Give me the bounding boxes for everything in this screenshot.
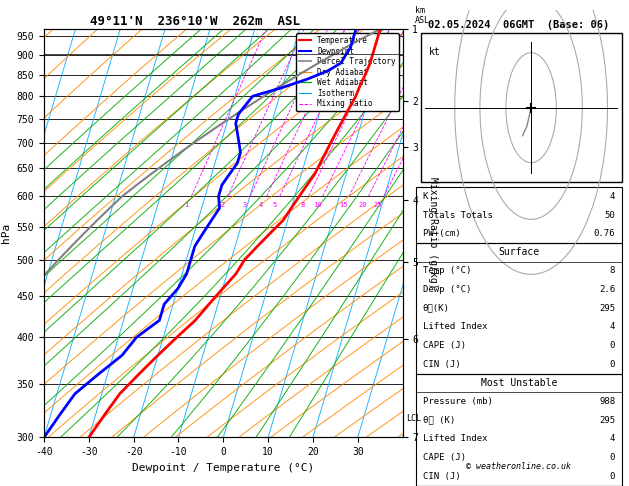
Bar — [416, 187, 621, 243]
Text: 15: 15 — [339, 202, 348, 208]
Text: 4: 4 — [610, 323, 615, 331]
Text: 2.6: 2.6 — [599, 285, 615, 294]
Text: 295: 295 — [599, 304, 615, 313]
Text: PW (cm): PW (cm) — [423, 229, 460, 238]
Text: Lifted Index: Lifted Index — [423, 434, 487, 443]
Text: Lifted Index: Lifted Index — [423, 323, 487, 331]
Text: © weatheronline.co.uk: © weatheronline.co.uk — [467, 462, 571, 470]
Text: 0.76: 0.76 — [594, 229, 615, 238]
Text: kt: kt — [429, 47, 441, 57]
Text: 0: 0 — [610, 360, 615, 369]
Text: 988: 988 — [599, 397, 615, 406]
Text: Most Unstable: Most Unstable — [481, 378, 557, 388]
Text: 5: 5 — [272, 202, 277, 208]
Text: CAPE (J): CAPE (J) — [423, 341, 465, 350]
Text: θᴇ (K): θᴇ (K) — [423, 416, 455, 425]
X-axis label: Dewpoint / Temperature (°C): Dewpoint / Temperature (°C) — [132, 463, 314, 473]
Bar — [416, 243, 621, 374]
Y-axis label: Mixing Ratio (g/kg): Mixing Ratio (g/kg) — [428, 177, 438, 289]
Text: Surface: Surface — [498, 247, 540, 257]
Text: 20: 20 — [359, 202, 367, 208]
Bar — [416, 374, 621, 486]
Text: 02.05.2024  06GMT  (Base: 06): 02.05.2024 06GMT (Base: 06) — [428, 20, 610, 30]
Text: km
ASL: km ASL — [415, 6, 430, 25]
Text: Pressure (mb): Pressure (mb) — [423, 397, 493, 406]
Text: CIN (J): CIN (J) — [423, 360, 460, 369]
FancyBboxPatch shape — [421, 33, 621, 182]
Legend: Temperature, Dewpoint, Parcel Trajectory, Dry Adiabat, Wet Adiabat, Isotherm, Mi: Temperature, Dewpoint, Parcel Trajectory… — [296, 33, 399, 111]
Text: θᴇ(K): θᴇ(K) — [423, 304, 450, 313]
Text: 10: 10 — [313, 202, 321, 208]
Text: 50: 50 — [604, 210, 615, 220]
Text: Totals Totals: Totals Totals — [423, 210, 493, 220]
Y-axis label: hPa: hPa — [1, 223, 11, 243]
Title: 49°11'N  236°10'W  262m  ASL: 49°11'N 236°10'W 262m ASL — [89, 15, 299, 28]
Text: 4: 4 — [259, 202, 264, 208]
Text: CAPE (J): CAPE (J) — [423, 453, 465, 462]
Text: 1: 1 — [184, 202, 188, 208]
Text: 4: 4 — [610, 192, 615, 201]
Text: LCL: LCL — [406, 415, 421, 423]
Text: K: K — [423, 192, 428, 201]
Text: Temp (°C): Temp (°C) — [423, 266, 471, 276]
Text: 4: 4 — [610, 434, 615, 443]
Text: 0: 0 — [610, 341, 615, 350]
Text: 8: 8 — [301, 202, 305, 208]
Text: 295: 295 — [599, 416, 615, 425]
Text: 8: 8 — [610, 266, 615, 276]
Text: 2: 2 — [220, 202, 225, 208]
Text: 0: 0 — [610, 472, 615, 481]
Text: Dewp (°C): Dewp (°C) — [423, 285, 471, 294]
Text: CIN (J): CIN (J) — [423, 472, 460, 481]
Text: 0: 0 — [610, 453, 615, 462]
Text: 3: 3 — [243, 202, 247, 208]
Text: 25: 25 — [374, 202, 382, 208]
